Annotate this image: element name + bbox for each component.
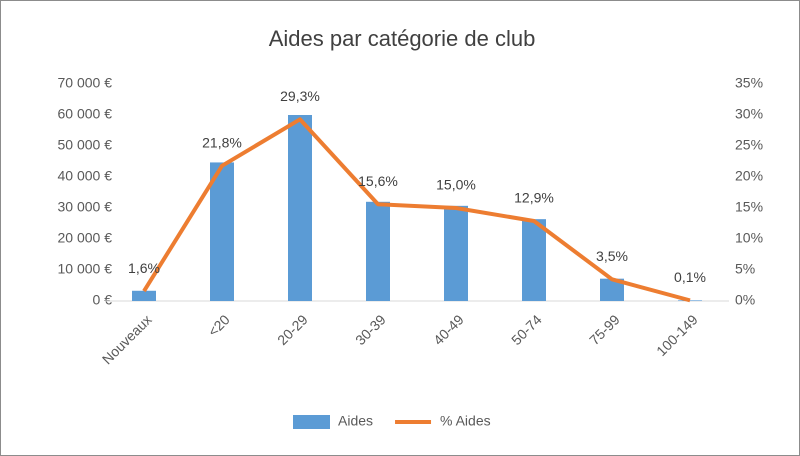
y-tick-label: 70 000 € [58,75,113,91]
y2-tick-label: 5% [735,261,755,277]
bar [444,205,468,301]
y-tick-label: 50 000 € [58,137,113,153]
y-tick-label: 20 000 € [58,230,113,246]
data-label: 0,1% [674,269,706,285]
data-label: 15,6% [358,173,398,189]
data-label: 12,9% [514,190,554,206]
bar [132,290,156,301]
bar [600,278,624,301]
y2-tick-label: 10% [735,230,763,246]
y-tick-label: 10 000 € [58,261,113,277]
data-label: 15,0% [436,177,476,193]
line [142,117,691,303]
bar [522,219,546,301]
bar [678,300,702,301]
y-tick-label: 30 000 € [58,199,113,215]
y-tick-label: 0 € [93,292,113,308]
bar [288,115,312,301]
y2-tick-label: 30% [735,106,763,122]
bar [366,201,390,301]
legend-label: Aides [338,413,373,429]
chart-title: Aides par catégorie de club [269,26,536,51]
legend-label: % Aides [440,413,491,429]
y2-tick-label: 25% [735,137,763,153]
y2-tick-label: 0% [735,292,755,308]
bar [210,162,234,301]
y-tick-label: 40 000 € [58,168,113,184]
y2-tick-label: 20% [735,168,763,184]
legend-swatch [293,415,330,429]
y2-tick-label: 35% [735,75,763,91]
data-label: 21,8% [202,135,242,151]
data-label: 29,3% [280,88,320,104]
y-tick-label: 60 000 € [58,106,113,122]
data-label: 1,6% [128,260,160,276]
data-label: 3,5% [596,248,628,264]
y2-tick-label: 15% [735,199,763,215]
